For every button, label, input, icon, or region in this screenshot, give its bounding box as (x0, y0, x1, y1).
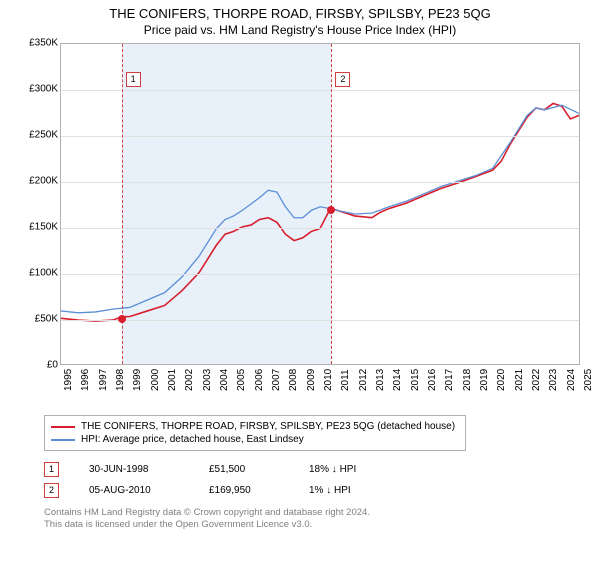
gridline (61, 228, 579, 229)
footer-attribution: Contains HM Land Registry data © Crown c… (44, 507, 600, 532)
x-tick-label: 2008 (288, 369, 299, 391)
gridline (61, 182, 579, 183)
x-tick-label: 1996 (80, 369, 91, 391)
y-tick-label: £300K (29, 84, 58, 95)
chart-area: £0£50K£100K£150K£200K£250K£300K£350K 12 … (20, 43, 580, 413)
legend: THE CONIFERS, THORPE ROAD, FIRSBY, SPILS… (44, 415, 466, 451)
x-axis-labels: 1995 1996 1997 1998 1999 2000 2001 2002 2003 2004… (60, 369, 580, 413)
footer-line-2: This data is licensed under the Open Gov… (44, 519, 600, 531)
x-tick-label: 2024 (566, 369, 577, 391)
x-tick-label: 2018 (462, 369, 473, 391)
gridline (61, 90, 579, 91)
x-tick-label: 2011 (340, 369, 351, 391)
event-marker-box: 1 (126, 72, 141, 87)
y-axis-labels: £0£50K£100K£150K£200K£250K£300K£350K (20, 43, 60, 365)
legend-item: THE CONIFERS, THORPE ROAD, FIRSBY, SPILS… (51, 420, 459, 433)
x-tick-label: 2002 (184, 369, 195, 391)
chart-lines (61, 44, 579, 364)
x-tick-label: 2010 (323, 369, 334, 391)
gridline (61, 136, 579, 137)
event-price: £169,950 (209, 485, 279, 496)
x-tick-label: 2000 (150, 369, 161, 391)
x-tick-label: 2025 (583, 369, 594, 391)
footer-line-1: Contains HM Land Registry data © Crown c… (44, 507, 600, 519)
x-tick-label: 1997 (98, 369, 109, 391)
event-vline (331, 44, 332, 364)
x-tick-label: 1999 (132, 369, 143, 391)
y-tick-label: £50K (35, 314, 58, 325)
event-marker-box: 2 (335, 72, 350, 87)
x-tick-label: 2004 (219, 369, 230, 391)
x-tick-label: 2006 (254, 369, 265, 391)
event-date: 30-JUN-1998 (89, 464, 179, 475)
x-tick-label: 2022 (531, 369, 542, 391)
x-tick-label: 2007 (271, 369, 282, 391)
legend-label: HPI: Average price, detached house, East… (81, 434, 304, 445)
event-price-dot (118, 315, 126, 323)
x-tick-label: 2019 (479, 369, 490, 391)
x-tick-label: 2017 (444, 369, 455, 391)
y-tick-label: £100K (29, 268, 58, 279)
event-price: £51,500 (209, 464, 279, 475)
legend-swatch (51, 426, 75, 428)
event-num-box: 2 (44, 483, 59, 498)
x-tick-label: 2001 (167, 369, 178, 391)
legend-label: THE CONIFERS, THORPE ROAD, FIRSBY, SPILS… (81, 421, 455, 432)
event-table: 1 30-JUN-1998 £51,500 18% ↓ HPI 2 05-AUG-2010… (44, 459, 600, 501)
x-tick-label: 2016 (427, 369, 438, 391)
y-tick-label: £150K (29, 222, 58, 233)
event-pct: 1% ↓ HPI (309, 485, 389, 496)
x-tick-label: 1995 (63, 369, 74, 391)
y-tick-label: £350K (29, 38, 58, 49)
y-tick-label: £0 (47, 360, 58, 371)
legend-swatch (51, 439, 75, 441)
x-tick-label: 2012 (358, 369, 369, 391)
y-tick-label: £250K (29, 130, 58, 141)
x-tick-label: 2003 (202, 369, 213, 391)
event-date: 05-AUG-2010 (89, 485, 179, 496)
x-tick-label: 2009 (306, 369, 317, 391)
event-table-row: 2 05-AUG-2010 £169,950 1% ↓ HPI (44, 480, 600, 501)
x-tick-label: 2023 (548, 369, 559, 391)
chart-title: THE CONIFERS, THORPE ROAD, FIRSBY, SPILS… (0, 6, 600, 21)
event-num-box: 1 (44, 462, 59, 477)
y-tick-label: £200K (29, 176, 58, 187)
event-pct: 18% ↓ HPI (309, 464, 389, 475)
event-price-dot (327, 206, 335, 214)
x-tick-label: 2005 (236, 369, 247, 391)
legend-item: HPI: Average price, detached house, East… (51, 433, 459, 446)
x-tick-label: 2014 (392, 369, 403, 391)
x-tick-label: 2020 (496, 369, 507, 391)
gridline (61, 274, 579, 275)
x-tick-label: 2013 (375, 369, 386, 391)
event-table-row: 1 30-JUN-1998 £51,500 18% ↓ HPI (44, 459, 600, 480)
x-tick-label: 2015 (410, 369, 421, 391)
chart-subtitle: Price paid vs. HM Land Registry's House … (0, 23, 600, 37)
x-tick-label: 1998 (115, 369, 126, 391)
plot-area: 12 (60, 43, 580, 365)
gridline (61, 320, 579, 321)
x-tick-label: 2021 (514, 369, 525, 391)
